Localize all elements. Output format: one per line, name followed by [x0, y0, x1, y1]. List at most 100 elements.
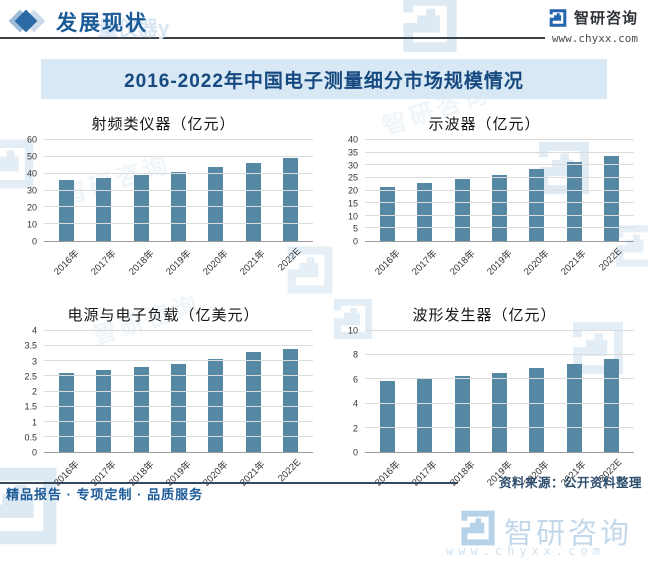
gridline	[365, 176, 634, 178]
gridline	[365, 354, 634, 356]
x-tick-label: 2019年	[484, 248, 515, 278]
footer-tagline: 精品报告 · 专项定制 · 品质服务	[6, 487, 204, 502]
y-tick-label: 2	[352, 423, 358, 434]
plot-area	[365, 139, 634, 242]
y-tick-label: 0	[31, 447, 37, 458]
y-tick-label: 4	[31, 325, 37, 336]
diamond-icon	[8, 9, 46, 35]
gridline	[44, 330, 313, 331]
chart-title: 射频类仪器（亿元）	[91, 116, 236, 133]
page-title: 2016-2022年中国电子测量细分市场规模情况	[124, 70, 524, 92]
bar-2018年	[454, 375, 470, 452]
y-tick-label: 30	[26, 185, 37, 196]
y-tick-label: 25	[347, 172, 358, 183]
y-axis: 0 2 4 6 8 10	[335, 326, 365, 457]
bar-slot	[160, 331, 197, 452]
page-footer: 资料来源：公开资料整理 精品报告 · 专项定制 · 品质服务	[0, 471, 648, 505]
gridline	[44, 375, 313, 377]
bar-2021年	[566, 363, 582, 452]
title-banner: 2016-2022年中国电子测量细分市场规模情况	[41, 59, 607, 99]
y-tick-label: 3.5	[24, 340, 37, 351]
y-tick-label: 35	[347, 147, 358, 158]
watermark-brand-block: 智研咨询 www.chyxx.com	[416, 504, 646, 560]
y-tick-label: 2	[31, 386, 37, 397]
bar-slot	[197, 331, 234, 452]
x-tick-label: 2021年	[238, 248, 268, 278]
bar-slot	[518, 331, 555, 452]
bar-series	[44, 140, 313, 241]
x-tick-label: 2022E	[275, 246, 304, 274]
x-tick-label: 2020年	[522, 248, 552, 278]
bar-slot	[123, 140, 160, 241]
y-tick-label: 50	[26, 151, 37, 162]
x-tick-label: 2022E	[596, 246, 625, 274]
x-tick-label: 2021年	[559, 248, 589, 278]
y-tick-label: 10	[26, 219, 37, 230]
bar-slot	[518, 140, 555, 241]
footer-divider	[0, 482, 458, 484]
chart-waveform-generator: 波形发生器（亿元） 0 2 4 6 8 10 2016年 2017年 2018年 2019年 20…	[335, 296, 634, 505]
gridline	[44, 139, 313, 140]
y-tick-label: 10	[347, 211, 358, 221]
gridline	[365, 330, 634, 331]
y-tick-label: 15	[347, 198, 358, 209]
y-tick-label: 1	[31, 417, 37, 427]
plot-area	[44, 139, 313, 242]
gridline	[44, 345, 313, 347]
x-tick-label: 2017年	[89, 248, 119, 278]
gridline	[44, 405, 313, 407]
source-label: 资料来源：公开资料整理	[498, 476, 642, 490]
bar-slot	[48, 140, 85, 241]
bar-2016年	[59, 180, 75, 241]
bar-2021年	[245, 162, 261, 241]
gridline	[365, 402, 634, 404]
page-header: 量仪器y 发展现状 智研咨询 www.chyxx.com	[0, 0, 648, 46]
y-tick-label: 30	[347, 160, 358, 170]
y-tick-label: 1.5	[24, 401, 37, 412]
bar-series	[44, 331, 313, 452]
x-slot: 2019年	[481, 242, 518, 294]
gridline	[44, 435, 313, 437]
bar-slot	[406, 140, 443, 241]
y-tick-label: 3	[31, 356, 37, 366]
x-slot: 2016年	[48, 242, 85, 294]
x-slot: 2021年	[555, 242, 592, 294]
gridline	[365, 214, 634, 216]
x-tick-label: 2018年	[126, 248, 157, 278]
y-tick-label: 20	[347, 185, 358, 196]
chart-rf-instruments: 射频类仪器（亿元） 0 10 20 30 40 50 60 2016年 2017年 2018年 2…	[14, 105, 313, 294]
watermark-logo-icon	[458, 508, 498, 548]
bar-2019年	[491, 174, 507, 241]
bar-slot	[272, 331, 309, 452]
chart-title: 示波器（亿元）	[428, 116, 541, 133]
bar-slot	[234, 140, 271, 241]
bar-slot	[555, 331, 592, 452]
y-axis: 0 5 10 15 20 25 30 35 40	[335, 135, 365, 246]
bar-slot	[593, 140, 630, 241]
bar-2019年	[170, 364, 186, 452]
bar-2020年	[529, 168, 545, 241]
bar-2017年	[417, 183, 433, 241]
y-axis: 0 10 20 30 40 50 60	[14, 135, 44, 246]
chart-grid: 射频类仪器（亿元） 0 10 20 30 40 50 60 2016年 2017年 2018年 2…	[0, 99, 648, 505]
gridline	[365, 151, 634, 153]
x-slot: 2022E	[272, 242, 309, 294]
bar-slot	[48, 331, 85, 452]
bar-2019年	[491, 372, 507, 452]
x-tick-label: 2018年	[447, 248, 478, 278]
gridline	[44, 189, 313, 191]
y-tick-label: 0	[31, 236, 37, 247]
bar-series	[365, 140, 634, 241]
gridline	[365, 378, 634, 380]
x-tick-label: 2020年	[201, 248, 231, 278]
gridline	[44, 155, 313, 157]
bar-2018年	[454, 179, 470, 241]
bar-slot	[555, 140, 592, 241]
bar-slot	[234, 331, 271, 452]
x-slot: 2018年	[123, 242, 160, 294]
bar-slot	[123, 331, 160, 452]
y-tick-label: 5	[352, 223, 358, 234]
bar-2016年	[59, 373, 75, 452]
watermark-url-text: www.chyxx.com	[446, 544, 605, 558]
bar-2020年	[529, 367, 545, 452]
